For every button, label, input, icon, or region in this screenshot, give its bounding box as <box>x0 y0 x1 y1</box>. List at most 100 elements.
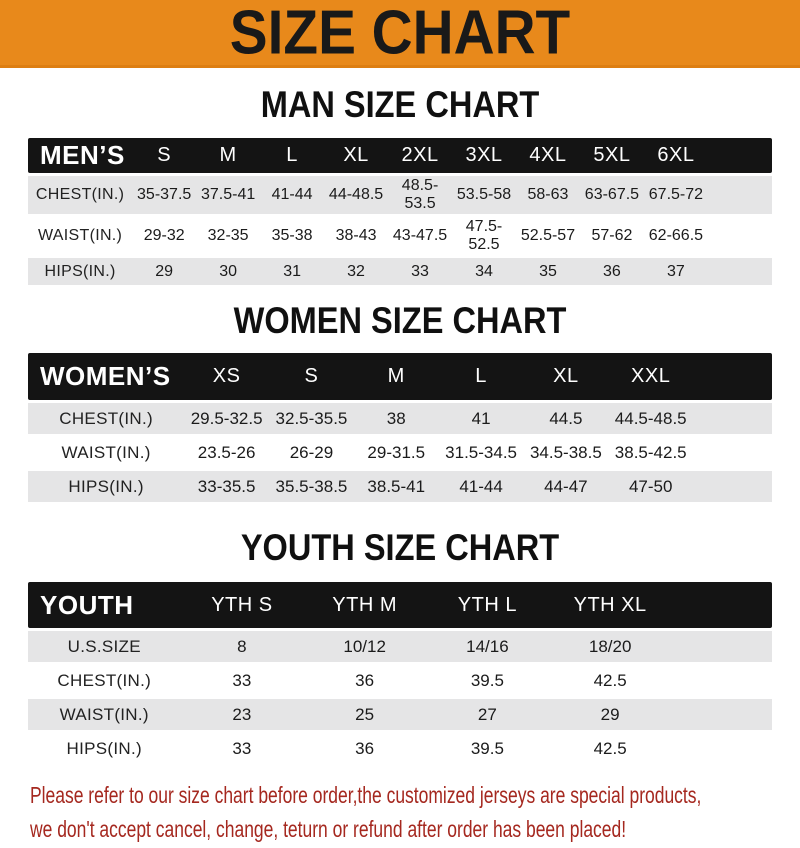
size-value-cell: 34 <box>452 255 516 285</box>
measurement-row: WAIST(IN.) 23 25 27 29 <box>28 696 772 730</box>
size-value-cell: 29 <box>132 255 197 285</box>
size-value-cell: 10/12 <box>303 628 427 662</box>
size-value-cell: 41-44 <box>438 468 524 502</box>
man-section-heading: MAN SIZE CHART <box>260 84 540 125</box>
measurement-row-label: HIPS(IN.) <box>28 468 185 502</box>
order-disclaimer: Please refer to our size chart before or… <box>0 780 800 848</box>
size-value-cell: 35.5-38.5 <box>269 468 354 502</box>
row-spacer <box>693 468 772 502</box>
size-value-cell: 36 <box>303 730 427 764</box>
size-value-cell: 34.5-38.5 <box>523 434 609 468</box>
size-column-header: YTH M <box>303 582 427 628</box>
man-size-table: MEN’S S M L XL 2XL 3XL 4XL 5XL 6XL CHEST(IN.) 35-37… <box>28 138 772 285</box>
size-value-cell: 53.5-58 <box>452 173 516 214</box>
size-column-header: 5XL <box>579 138 644 173</box>
size-value-cell: 37 <box>643 255 708 285</box>
women-size-table: WOMEN’S XS S M L XL XXL CHEST(IN.) 29.5-32.5 32.5… <box>28 353 772 502</box>
size-column-header: YTH S <box>180 582 304 628</box>
size-value-cell: 29-31.5 <box>353 434 439 468</box>
size-value-cell: 38-43 <box>324 214 389 255</box>
size-value-cell: 14/16 <box>426 628 549 662</box>
disclaimer-line: Please refer to our size chart before or… <box>30 780 800 814</box>
youth-size-section: YOUTH SIZE CHART YOUTH YTH S YTH M YTH L YTH… <box>0 528 800 764</box>
size-value-cell: 39.5 <box>426 662 549 696</box>
size-column-header: 4XL <box>515 138 580 173</box>
size-value-cell: 42.5 <box>548 662 672 696</box>
header-spacer <box>707 138 772 173</box>
size-column-header: M <box>196 138 261 173</box>
size-value-cell: 48.5-53.5 <box>388 173 453 214</box>
size-value-cell: 36 <box>303 662 427 696</box>
size-value-cell: 29.5-32.5 <box>184 400 270 434</box>
size-value-cell: 23.5-26 <box>184 434 270 468</box>
size-value-cell: 33 <box>180 730 304 764</box>
youth-section-heading: YOUTH SIZE CHART <box>240 527 560 568</box>
size-column-header: L <box>260 138 325 173</box>
disclaimer-line: we don't accept cancel, change, teturn o… <box>30 814 800 848</box>
size-value-cell: 32 <box>324 255 389 285</box>
size-value-cell: 32.5-35.5 <box>269 400 354 434</box>
row-spacer <box>707 255 772 285</box>
row-spacer <box>671 628 772 662</box>
size-column-header: S <box>269 353 354 400</box>
measurement-row-label: CHEST(IN.) <box>28 662 181 696</box>
table-group-label: WOMEN’S <box>28 353 185 400</box>
size-value-cell: 67.5-72 <box>643 173 708 214</box>
size-value-cell: 8 <box>180 628 304 662</box>
table-group-label: MEN’S <box>28 138 133 173</box>
size-value-cell: 39.5 <box>426 730 549 764</box>
size-value-cell: 47.5-52.5 <box>452 214 516 255</box>
measurement-row-label: HIPS(IN.) <box>28 255 133 285</box>
size-column-header: L <box>438 353 524 400</box>
header-spacer <box>671 582 772 628</box>
size-value-cell: 44.5-48.5 <box>608 400 694 434</box>
size-value-cell: 33-35.5 <box>184 468 270 502</box>
measurement-row-label: WAIST(IN.) <box>28 214 133 255</box>
size-value-cell: 30 <box>196 255 261 285</box>
row-spacer <box>693 434 772 468</box>
measurement-row-label: CHEST(IN.) <box>28 173 133 214</box>
size-value-cell: 62-66.5 <box>643 214 708 255</box>
size-value-cell: 35-37.5 <box>132 173 197 214</box>
measurement-row: HIPS(IN.) 33 36 39.5 42.5 <box>28 730 772 764</box>
measurement-row: HIPS(IN.) 29 30 31 32 33 34 35 36 37 <box>28 255 772 285</box>
header-spacer <box>693 353 772 400</box>
size-value-cell: 35-38 <box>260 214 325 255</box>
size-value-cell: 31.5-34.5 <box>438 434 524 468</box>
size-value-cell: 23 <box>180 696 304 730</box>
size-value-cell: 41 <box>438 400 524 434</box>
youth-size-table: YOUTH YTH S YTH M YTH L YTH XL U.S.SIZE 8 10/12… <box>28 582 772 764</box>
banner-title: SIZE CHART <box>229 0 571 67</box>
size-value-cell: 36 <box>579 255 644 285</box>
row-spacer <box>707 214 772 255</box>
size-column-header: XS <box>184 353 270 400</box>
row-spacer <box>671 662 772 696</box>
size-value-cell: 38 <box>353 400 439 434</box>
size-value-cell: 29 <box>548 696 672 730</box>
size-value-cell: 44-47 <box>523 468 609 502</box>
size-value-cell: 18/20 <box>548 628 672 662</box>
size-column-header: M <box>353 353 439 400</box>
measurement-row: CHEST(IN.) 33 36 39.5 42.5 <box>28 662 772 696</box>
size-value-cell: 43-47.5 <box>388 214 453 255</box>
size-column-header: 3XL <box>452 138 516 173</box>
size-value-cell: 42.5 <box>548 730 672 764</box>
size-value-cell: 31 <box>260 255 325 285</box>
disclaimer-text-1: Please refer to our size chart before or… <box>30 782 702 808</box>
size-column-header: YTH XL <box>548 582 672 628</box>
measurement-row-label: WAIST(IN.) <box>28 434 185 468</box>
man-size-section: MAN SIZE CHART MEN’S S M L XL 2XL 3XL 4XL 5XL 6XL… <box>0 85 800 285</box>
measurement-row-label: HIPS(IN.) <box>28 730 181 764</box>
size-column-header: YTH L <box>426 582 549 628</box>
size-value-cell: 57-62 <box>579 214 644 255</box>
size-value-cell: 58-63 <box>515 173 580 214</box>
row-spacer <box>671 696 772 730</box>
measurement-row: U.S.SIZE 8 10/12 14/16 18/20 <box>28 628 772 662</box>
measurement-row-label: U.S.SIZE <box>28 628 181 662</box>
size-value-cell: 35 <box>515 255 580 285</box>
size-column-header: S <box>132 138 197 173</box>
size-value-cell: 25 <box>303 696 427 730</box>
size-value-cell: 44-48.5 <box>324 173 389 214</box>
size-column-header: 6XL <box>643 138 708 173</box>
measurement-row: CHEST(IN.) 29.5-32.5 32.5-35.5 38 41 44.5 44.5… <box>28 400 772 434</box>
